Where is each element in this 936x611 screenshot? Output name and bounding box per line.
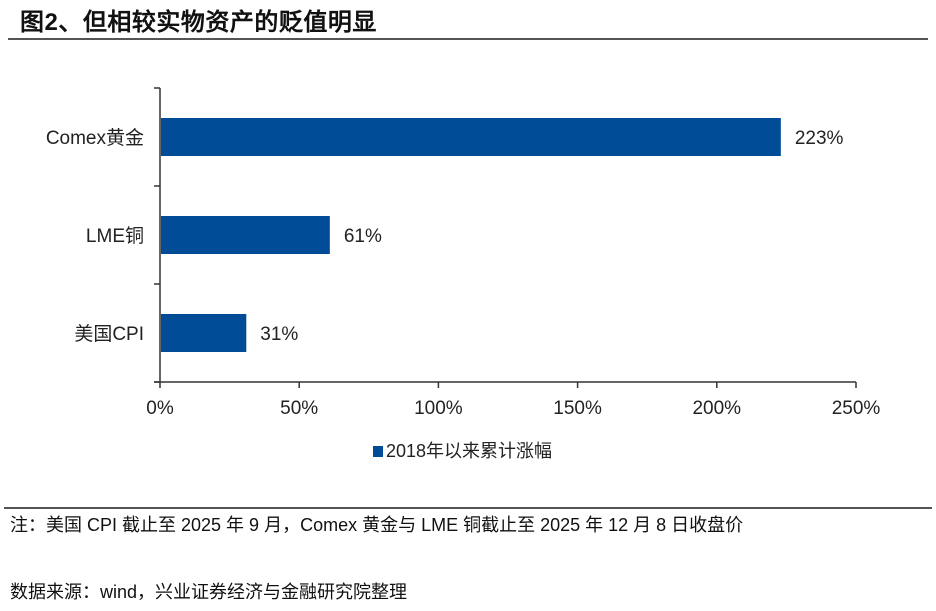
tick-label: 150% bbox=[553, 398, 602, 419]
title-divider bbox=[8, 38, 928, 40]
category-label: 美国CPI bbox=[74, 323, 144, 345]
bar bbox=[161, 314, 247, 352]
tick-label: 100% bbox=[414, 398, 463, 419]
chart-note: 注：美国 CPI 截止至 2025 年 9 月，Comex 黄金与 LME 铜截… bbox=[10, 515, 744, 535]
data-source: 数据来源：wind，兴业证券经济与金融研究院整理 bbox=[10, 582, 408, 602]
tick-label: 200% bbox=[692, 398, 741, 419]
legend: 2018年以来累计涨幅 bbox=[373, 441, 552, 461]
legend-label: 2018年以来累计涨幅 bbox=[386, 441, 552, 461]
footer-divider bbox=[4, 507, 932, 509]
category-label: LME铜 bbox=[86, 225, 144, 247]
data-label: 61% bbox=[344, 226, 382, 247]
tick-label: 50% bbox=[280, 398, 318, 419]
data-label: 223% bbox=[795, 128, 844, 149]
chart-title: 图2、但相较实物资产的贬值明显 bbox=[20, 9, 377, 36]
bar bbox=[161, 118, 781, 156]
bar bbox=[161, 216, 330, 254]
tick-label: 0% bbox=[146, 398, 174, 419]
data-label: 31% bbox=[260, 324, 298, 345]
tick-label: 250% bbox=[832, 398, 881, 419]
bars: 223% 61% 31% bbox=[161, 118, 844, 352]
legend-swatch bbox=[373, 446, 383, 457]
value-axis: 0% 50% 100% 150% 200% 250% bbox=[146, 381, 881, 419]
category-label: Comex黄金 bbox=[46, 127, 144, 149]
